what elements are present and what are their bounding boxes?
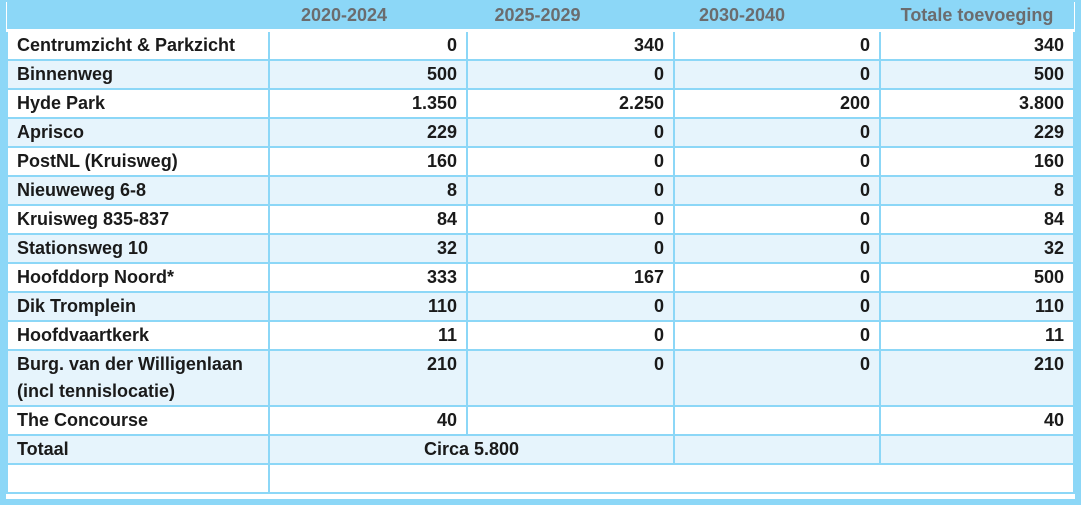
cell-total: 32 <box>879 233 1075 264</box>
cell-total: 500 <box>879 59 1075 90</box>
cell-total: 110 <box>879 291 1075 322</box>
table-row: Stationsweg 10 32 0 0 32 <box>6 233 1075 264</box>
row-label: Burg. van der Willigenlaan (incl tennisl… <box>6 349 270 407</box>
cell-2025-2029: 2.250 <box>466 88 675 119</box>
table-row: Dik Tromplein 110 0 0 110 <box>6 291 1075 322</box>
row-label: Hoofdvaartkerk <box>6 320 270 351</box>
cell-total: 40 <box>879 405 1075 436</box>
cell-total: 500 <box>879 262 1075 293</box>
cell-2030-2040: 0 <box>673 262 881 293</box>
cell-2025-2029: 0 <box>466 175 675 206</box>
row-label: Binnenweg <box>6 59 270 90</box>
cell-total: 229 <box>879 117 1075 148</box>
table-row: Hyde Park 1.350 2.250 200 3.800 <box>6 88 1075 119</box>
cell-total: 11 <box>879 320 1075 351</box>
row-label: The Concourse <box>6 405 270 436</box>
table-row: Centrumzicht & Parkzicht 0 340 0 340 <box>6 29 1075 61</box>
cell-2025-2029: 0 <box>466 320 675 351</box>
cell-2030-2040: 0 <box>673 233 881 264</box>
empty-label-cell <box>6 463 270 494</box>
header-row: 2020-2024 2025-2029 2030-2040 Totale toe… <box>7 2 1074 32</box>
cell-total: 210 <box>879 349 1075 407</box>
cell-2030-2040: 0 <box>673 29 881 61</box>
cell-2030-2040: 0 <box>673 204 881 235</box>
cell-2030-2040: 0 <box>673 59 881 90</box>
cell-total: 340 <box>879 29 1075 61</box>
cell-2020-2024: 8 <box>268 175 468 206</box>
table-row: The Concourse 40 40 <box>6 405 1075 436</box>
cell-total: 160 <box>879 146 1075 177</box>
cell-2020-2024: 110 <box>268 291 468 322</box>
cell-2020-2024: 229 <box>268 117 468 148</box>
table-row-empty <box>6 463 1075 494</box>
row-label: Kruisweg 835-837 <box>6 204 270 235</box>
row-label: Stationsweg 10 <box>6 233 270 264</box>
cell-total <box>879 434 1075 465</box>
cell-2030-2040: 200 <box>673 88 881 119</box>
col-header-2030-2040: 2030-2040 <box>674 2 880 32</box>
table-row: Binnenweg 500 0 0 500 <box>6 59 1075 90</box>
col-header-2020-2024: 2020-2024 <box>269 2 467 32</box>
cell-2020-2024: 84 <box>268 204 468 235</box>
cell-2020-2024: 32 <box>268 233 468 264</box>
row-label: Centrumzicht & Parkzicht <box>6 29 270 61</box>
cell-total: 8 <box>879 175 1075 206</box>
table-row: Hoofddorp Noord* 333 167 0 500 <box>6 262 1075 293</box>
cell-2025-2029: 340 <box>466 29 675 61</box>
col-header-total: Totale toevoeging <box>880 2 1074 32</box>
cell-2020-2024: 500 <box>268 59 468 90</box>
cell-2025-2029: 0 <box>466 59 675 90</box>
total-row: Totaal Circa 5.800 <box>6 434 1075 465</box>
cell-total: 84 <box>879 204 1075 235</box>
cell-2020-2024: 1.350 <box>268 88 468 119</box>
table-row: PostNL (Kruisweg) 160 0 0 160 <box>6 146 1075 177</box>
cell-2020-2024: 0 <box>268 29 468 61</box>
cell-2030-2040: 0 <box>673 175 881 206</box>
cell-2030-2040 <box>673 434 881 465</box>
row-label: Dik Tromplein <box>6 291 270 322</box>
col-header-2025-2029: 2025-2029 <box>467 2 674 32</box>
cell-2030-2040: 0 <box>673 291 881 322</box>
row-label: Aprisco <box>6 117 270 148</box>
cell-2025-2029: 0 <box>466 204 675 235</box>
total-row-merged-value: Circa 5.800 <box>268 434 675 465</box>
cell-2030-2040 <box>673 405 881 436</box>
table-row: Kruisweg 835-837 84 0 0 84 <box>6 204 1075 235</box>
cell-2030-2040: 0 <box>673 349 881 407</box>
cell-2020-2024: 210 <box>268 349 468 407</box>
row-label: Nieuweweg 6-8 <box>6 175 270 206</box>
table-row: Aprisco 229 0 0 229 <box>6 117 1075 148</box>
col-header-location <box>7 2 269 32</box>
row-label: PostNL (Kruisweg) <box>6 146 270 177</box>
cell-2025-2029: 0 <box>466 349 675 407</box>
cell-2020-2024: 11 <box>268 320 468 351</box>
cell-2020-2024: 333 <box>268 262 468 293</box>
row-label: Hyde Park <box>6 88 270 119</box>
cell-2030-2040: 0 <box>673 146 881 177</box>
cell-2020-2024: 160 <box>268 146 468 177</box>
table-row: Burg. van der Willigenlaan (incl tennisl… <box>6 349 1075 407</box>
row-label: Hoofddorp Noord* <box>6 262 270 293</box>
total-row-label: Totaal <box>6 434 270 465</box>
cell-2025-2029: 0 <box>466 146 675 177</box>
cell-2025-2029 <box>466 405 675 436</box>
table-row: Hoofdvaartkerk 11 0 0 11 <box>6 320 1075 351</box>
cell-2025-2029: 167 <box>466 262 675 293</box>
table-row: Nieuweweg 6-8 8 0 0 8 <box>6 175 1075 206</box>
cell-2025-2029: 0 <box>466 291 675 322</box>
cell-2025-2029: 0 <box>466 233 675 264</box>
cell-2020-2024: 40 <box>268 405 468 436</box>
cell-2025-2029: 0 <box>466 117 675 148</box>
cell-2030-2040: 0 <box>673 117 881 148</box>
cell-total: 3.800 <box>879 88 1075 119</box>
cell-2030-2040: 0 <box>673 320 881 351</box>
empty-span-cell <box>268 463 1075 494</box>
housing-additions-table: 2020-2024 2025-2029 2030-2040 Totale toe… <box>6 2 1075 494</box>
